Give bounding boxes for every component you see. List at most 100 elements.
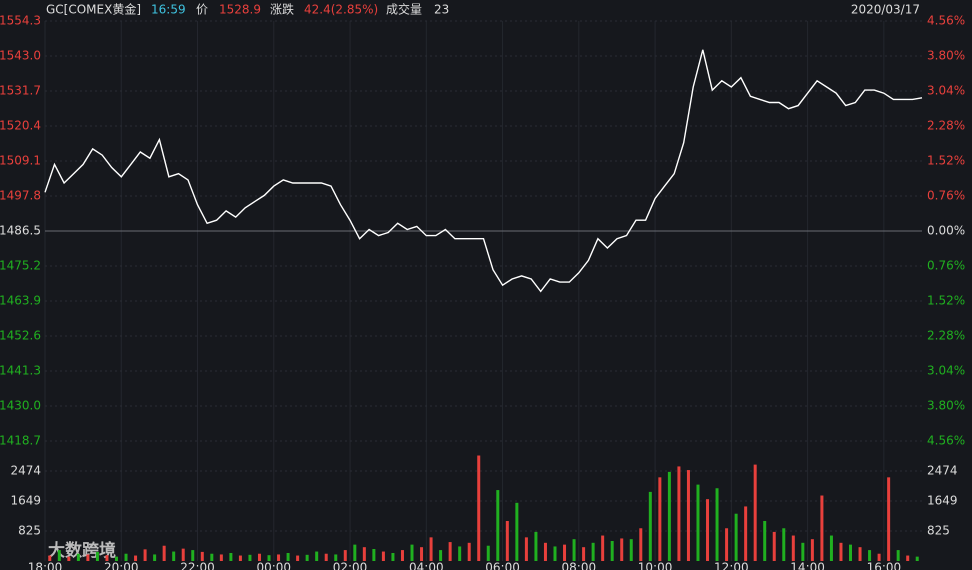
y2-tick-label: 0.76% [927, 189, 965, 203]
y2-tick-label: 1.52% [927, 154, 965, 168]
x-tick-label: 12:00 [714, 561, 749, 570]
y-tick-label: 1463.9 [0, 294, 41, 308]
volume-bar [620, 538, 624, 561]
volume-bar [810, 539, 814, 561]
volume-bar [820, 495, 824, 561]
x-tick-label: 14:00 [790, 561, 825, 570]
volume-bar [448, 542, 452, 561]
volume-bar [162, 545, 166, 561]
price-label: 价 [196, 3, 208, 17]
volume-tick-label-right: 825 [927, 523, 950, 537]
volume-bar [601, 535, 605, 561]
volume-bar [782, 528, 786, 561]
volume-bar [753, 464, 757, 561]
volume-bar [267, 555, 271, 561]
volume-bar [458, 546, 462, 561]
y2-tick-label: 2.28% [927, 329, 965, 343]
y-tick-label: 1418.7 [0, 434, 41, 448]
volume-bar [667, 471, 671, 561]
volume-bar [95, 551, 99, 561]
y2-tick-label: 1.52% [927, 294, 965, 308]
x-tick-label: 20:00 [104, 561, 139, 570]
y-tick-label: 1452.6 [0, 329, 41, 343]
volume-bar [362, 547, 366, 561]
y2-tick-label: 4.56% [927, 434, 965, 448]
volume-bar [439, 550, 443, 561]
x-tick-label: 08:00 [562, 561, 597, 570]
volume-bar [563, 544, 567, 561]
volume-tick-label-right: 1649 [927, 494, 958, 508]
volume-bar [86, 554, 90, 561]
volume-tick-label: 825 [18, 523, 41, 537]
x-tick-label: 00:00 [256, 561, 291, 570]
volume-bar [734, 513, 738, 561]
volume-bar [858, 547, 862, 561]
volume-bar [248, 554, 252, 561]
volume-bar [553, 546, 557, 561]
volume-bar [381, 551, 385, 561]
volume-bar [400, 550, 404, 561]
volume-bar [477, 455, 481, 561]
volume-bar [486, 545, 490, 561]
volume-bar [906, 555, 910, 561]
x-tick-label: 02:00 [333, 561, 368, 570]
volume-bar [829, 535, 833, 561]
volume-bar [324, 553, 328, 561]
x-tick-label: 16:00 [867, 561, 902, 570]
volume-bar [572, 539, 576, 561]
volume-bar [296, 555, 300, 561]
y-tick-label: 1520.4 [0, 119, 41, 133]
volume-bar [715, 488, 719, 561]
volume-bar [839, 542, 843, 561]
y-tick-label: 1430.0 [0, 399, 41, 413]
price-line [44, 49, 923, 293]
y-tick-label: 1509.1 [0, 154, 41, 168]
y-tick-label: 1497.8 [0, 189, 41, 203]
volume-bar [57, 550, 61, 561]
y2-tick-label: 0.00% [927, 224, 965, 238]
volume-bar [48, 555, 52, 561]
volume-bar [868, 550, 872, 561]
volume-bar [915, 556, 919, 561]
y-tick-label: 1543.0 [0, 49, 41, 63]
y2-tick-label: 2.28% [927, 119, 965, 133]
volume-bar [791, 535, 795, 561]
volume-bar [849, 544, 853, 561]
volume-bar [210, 553, 214, 561]
volume-bar [887, 477, 891, 561]
volume-bar [420, 547, 424, 561]
watermark: 大数跨境 [48, 540, 116, 561]
volume-bar [76, 553, 80, 561]
volume-bar [686, 470, 690, 561]
volume-bar [153, 554, 157, 561]
volume-bar [629, 539, 633, 561]
volume-bar [410, 544, 414, 561]
volume-bar [515, 502, 519, 561]
volume-tick-label-right: 2474 [927, 464, 958, 478]
volume-bar [725, 528, 729, 561]
y-tick-label: 1531.7 [0, 84, 41, 98]
volume-bar [181, 548, 185, 561]
volume-bar [105, 555, 109, 561]
x-tick-label: 22:00 [180, 561, 215, 570]
volume-bar [124, 553, 128, 561]
volume-bar [534, 531, 538, 561]
y2-tick-label: 3.04% [927, 364, 965, 378]
x-tick-label: 10:00 [638, 561, 673, 570]
volume-bar [134, 555, 138, 561]
volume-bar [467, 542, 471, 561]
time: 16:59 [151, 3, 186, 17]
volume-bar [353, 544, 357, 561]
volume-bar [801, 542, 805, 561]
volume-bar [658, 477, 662, 561]
volume-bar [877, 553, 881, 561]
change: 42.4(2.85%) [304, 3, 378, 17]
y-tick-label: 1554.3 [0, 14, 41, 28]
volume-bar [772, 531, 776, 561]
volume-bar [763, 520, 767, 561]
volume-bar [172, 551, 176, 561]
volume-bar [610, 540, 614, 561]
volume-bar [219, 554, 223, 561]
